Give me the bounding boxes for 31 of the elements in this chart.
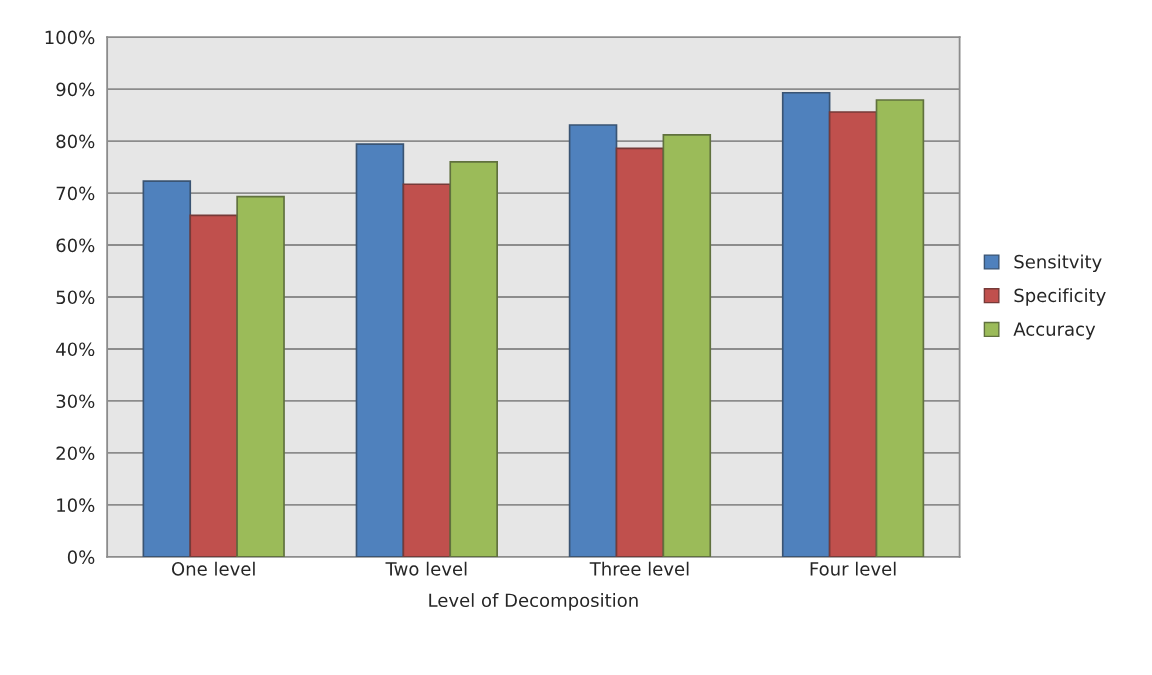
- y-tick-label: 60%: [56, 238, 95, 253]
- y-tick-label: 90%: [56, 82, 95, 97]
- y-tick-label: 70%: [56, 186, 95, 201]
- y-tick-label: 100%: [45, 30, 95, 45]
- x-tick-label: Two level: [385, 561, 467, 576]
- legend-label: Accuracy: [1013, 322, 1096, 340]
- bar: [875, 99, 925, 557]
- x-tick-label: One level: [171, 561, 255, 576]
- bar: [142, 180, 192, 557]
- bar: [662, 134, 712, 557]
- bar: [828, 111, 878, 557]
- x-tick-label: Four level: [810, 561, 896, 576]
- y-tick-label: 40%: [56, 342, 95, 357]
- bar: [189, 214, 238, 557]
- bar: [568, 124, 618, 557]
- y-tick-label: 10%: [57, 498, 95, 513]
- x-tick-label: Three level: [589, 561, 689, 576]
- legend-label: Sensitvity: [1014, 254, 1102, 273]
- bar: [449, 161, 498, 557]
- x-axis-title: Level of Decomposition: [429, 593, 638, 611]
- bar: [402, 183, 452, 557]
- legend-label: Specificity: [1014, 288, 1106, 306]
- y-tick-label: 30%: [56, 394, 95, 409]
- y-tick-label: 20%: [56, 446, 95, 461]
- y-tick-label: 80%: [56, 134, 95, 149]
- y-tick-label: 0%: [67, 550, 95, 564]
- y-tick-label: 50%: [56, 290, 95, 305]
- bar: [355, 143, 405, 557]
- bar: [236, 195, 285, 557]
- bar: [781, 91, 831, 557]
- bar: [615, 147, 665, 557]
